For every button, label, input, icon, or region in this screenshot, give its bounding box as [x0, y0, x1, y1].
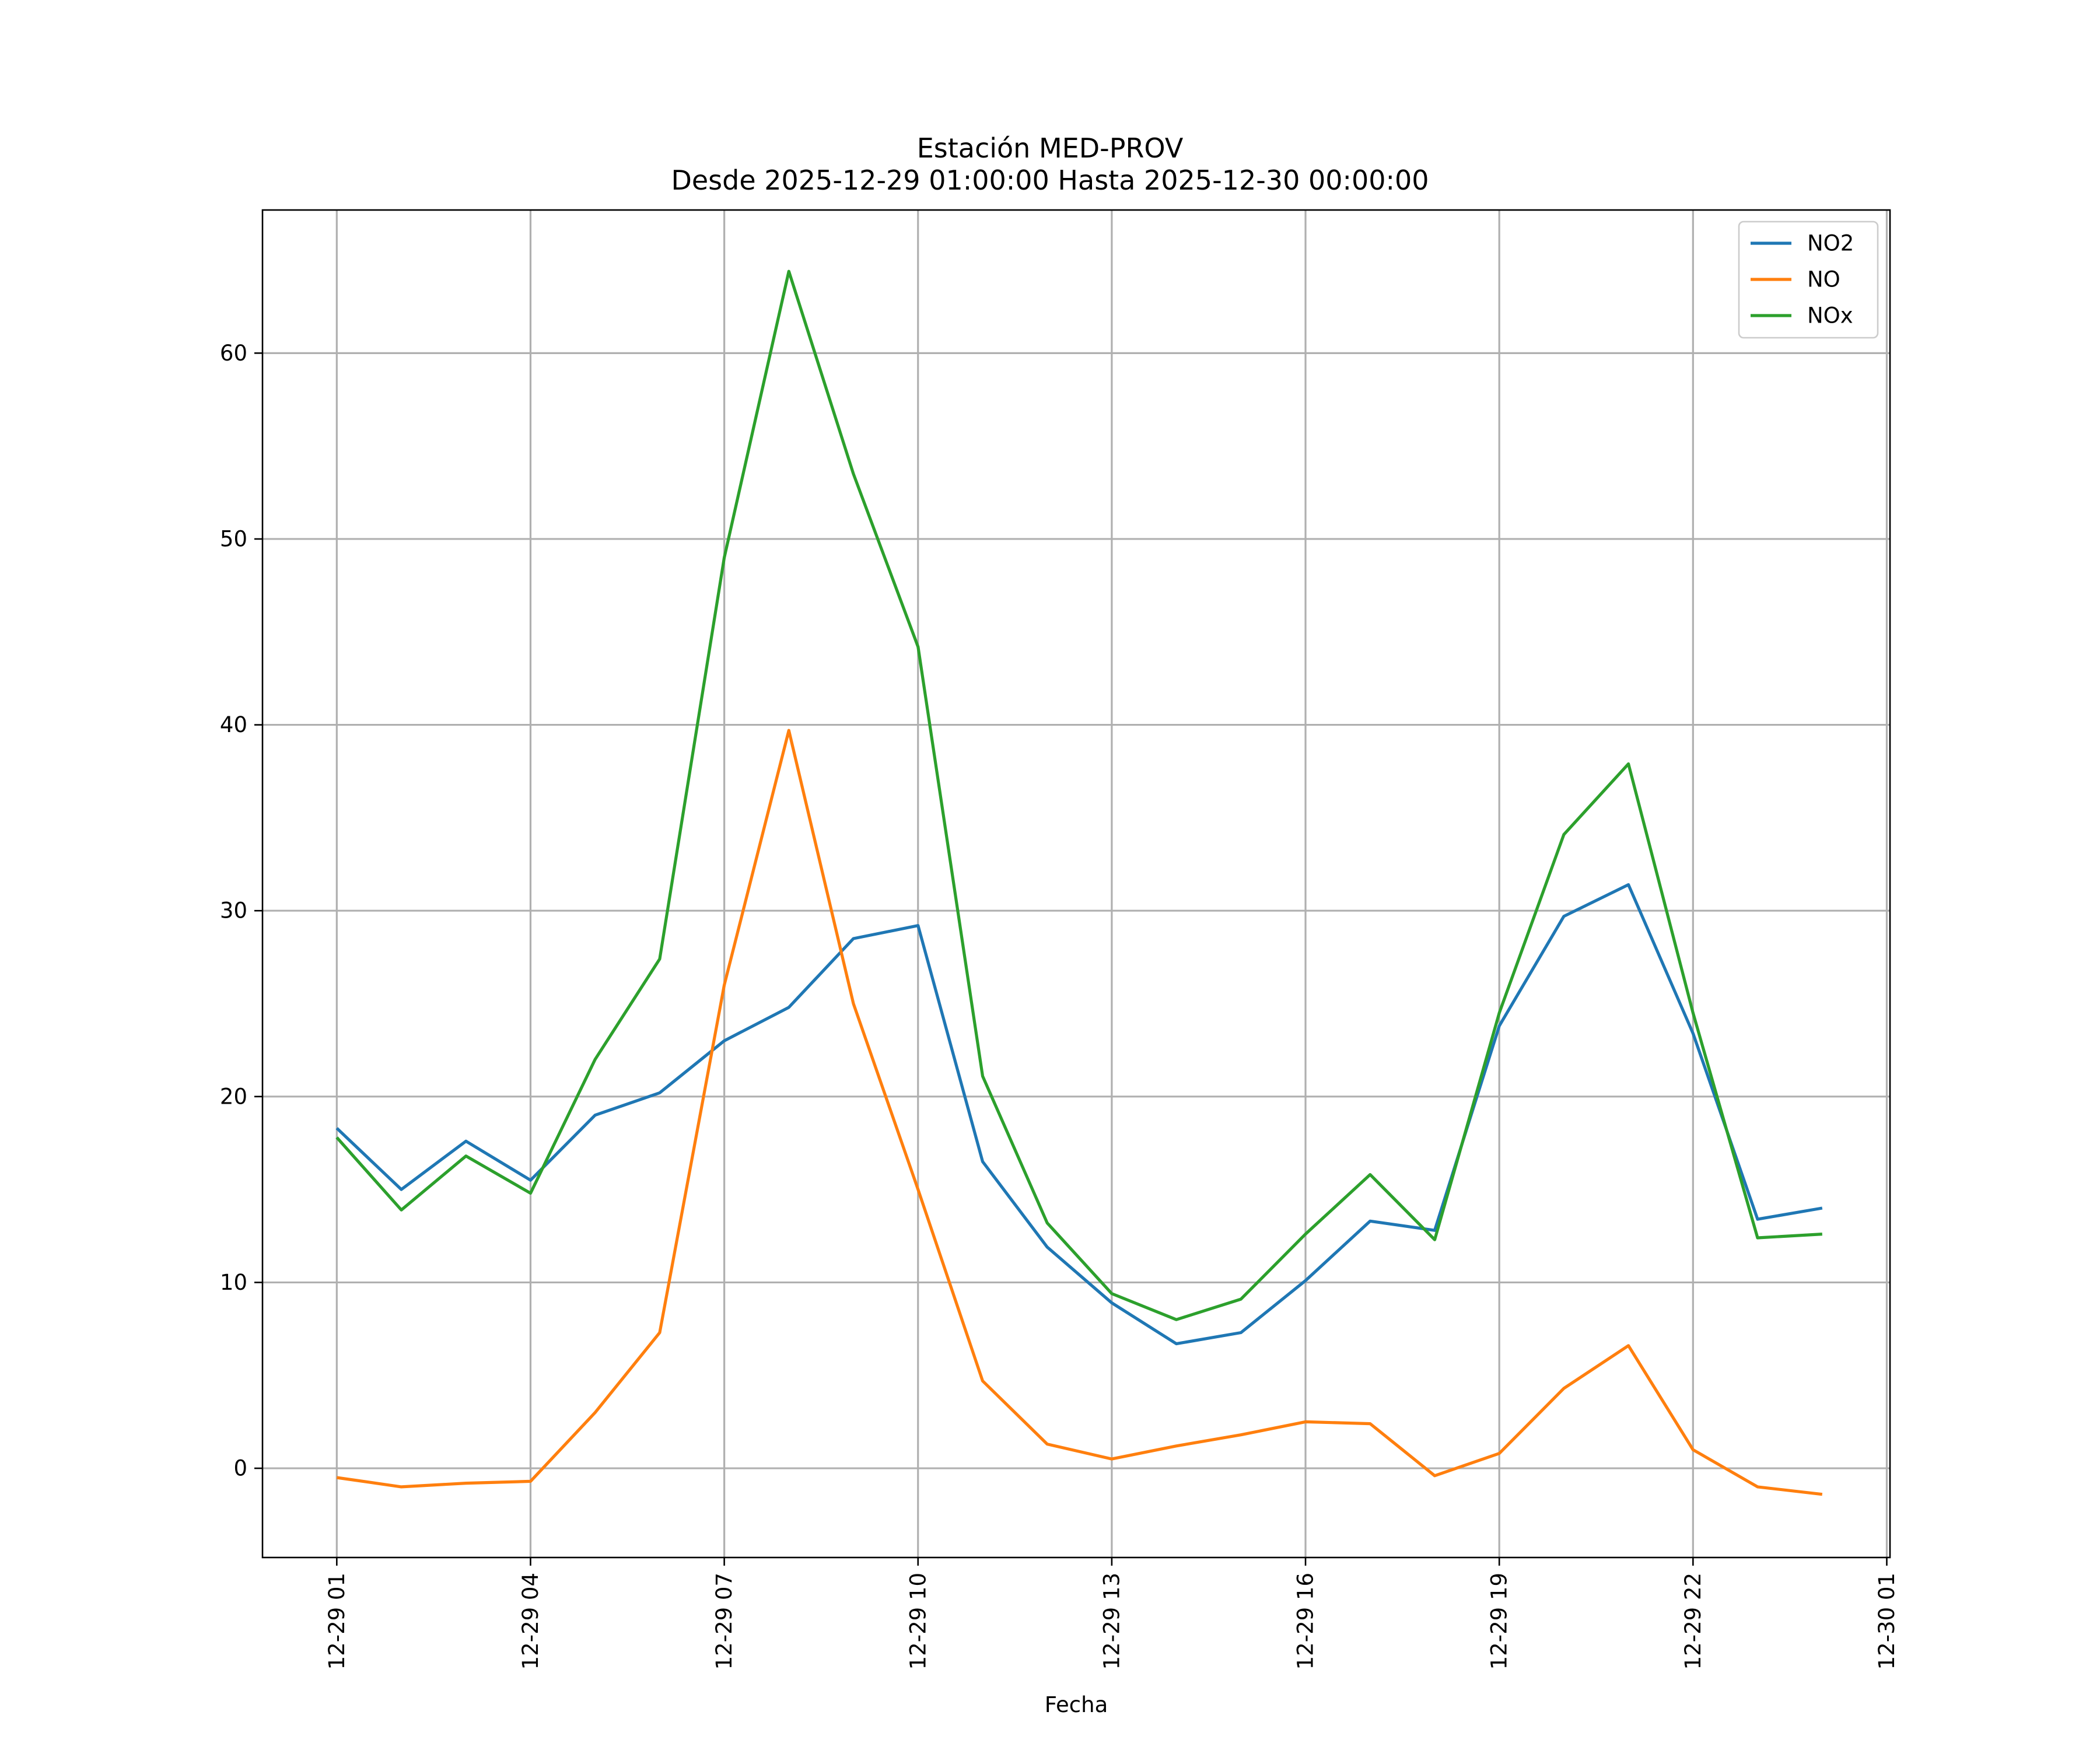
y-tick-label: 0 — [233, 1456, 247, 1481]
series-line-no — [336, 729, 1823, 1496]
series-line-nox — [335, 270, 1822, 1321]
grid — [262, 210, 1890, 1558]
y-tick-label: 30 — [220, 898, 247, 923]
legend-label-no2: NO2 — [1807, 231, 1854, 256]
x-tick-label: 12-29 01 — [324, 1573, 349, 1670]
plot-area — [262, 210, 1890, 1558]
x-tick-label: 12-29 19 — [1487, 1573, 1512, 1670]
x-tick-label: 12-29 22 — [1681, 1573, 1706, 1670]
legend-label-nox: NOx — [1807, 303, 1853, 328]
x-tick-label: 12-29 13 — [1099, 1573, 1124, 1670]
x-tick-label: 12-29 07 — [712, 1573, 737, 1670]
x-tick-label: 12-30 01 — [1874, 1573, 1899, 1670]
legend-label-no: NO — [1807, 267, 1840, 292]
series-lines — [335, 270, 1823, 1496]
x-tick-label: 12-29 04 — [518, 1573, 543, 1670]
y-tick-label: 40 — [220, 712, 247, 737]
x-tick-label: 12-29 10 — [905, 1573, 930, 1670]
x-tick-label: 12-29 16 — [1293, 1573, 1318, 1670]
y-tick-label: 60 — [220, 341, 247, 366]
legend-box — [1738, 220, 1879, 339]
y-tick-label: 20 — [220, 1084, 247, 1109]
chart-title: Estación MED-PROV — [917, 132, 1184, 164]
axes-frame — [261, 209, 1891, 1559]
x-axis-label: Fecha — [1045, 1692, 1108, 1717]
y-tick-label: 10 — [220, 1270, 247, 1295]
chart-subtitle: Desde 2025-12-29 01:00:00 Hasta 2025-12-… — [671, 164, 1429, 196]
y-tick-label: 50 — [220, 526, 247, 551]
axis-ticks: 12-29 01 12-29 04 12-29 07 12-29 10 12-29 13… — [220, 341, 1899, 1670]
series-line-no2 — [335, 883, 1823, 1346]
legend: NO2 NO NOx — [1738, 220, 1879, 339]
